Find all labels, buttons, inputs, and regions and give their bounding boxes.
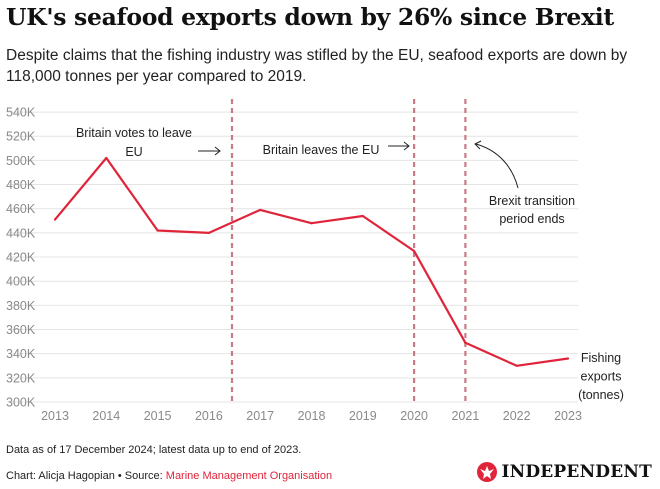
x-tick-label: 2021	[451, 409, 479, 423]
x-tick-label: 2018	[298, 409, 326, 423]
y-tick-label: 540K	[6, 106, 36, 120]
annotation-vote: Britain votes to leave	[76, 126, 192, 140]
x-tick-label: 2020	[400, 409, 428, 423]
y-tick-label: 440K	[6, 226, 36, 240]
y-tick-label: 360K	[6, 323, 36, 337]
annotation-arrow	[198, 146, 221, 156]
data-point	[105, 156, 108, 160]
series-line-fishing-exports	[54, 156, 569, 367]
y-tick-label: 320K	[6, 371, 36, 385]
source-link[interactable]: Marine Management Organisation	[165, 470, 333, 482]
annotation-vote: EU	[125, 145, 142, 159]
x-tick-label: 2019	[349, 409, 377, 423]
data-point	[566, 357, 570, 360]
credit-text: Chart: Alicja Hagopian • Source:	[6, 470, 166, 482]
eagle-icon	[477, 462, 498, 482]
x-tick-label: 2013	[41, 409, 69, 423]
data-point	[259, 208, 262, 212]
y-tick-label: 380K	[6, 299, 36, 313]
chart-credit: Chart: Alicja Hagopian • Source: Marine …	[6, 470, 332, 482]
y-tick-label: 500K	[6, 154, 36, 168]
y-tick-label: 460K	[6, 202, 36, 216]
data-point	[515, 364, 518, 367]
data-point	[207, 231, 210, 234]
x-tick-label: 2017	[246, 409, 274, 423]
annotation-transition: period ends	[499, 212, 564, 226]
series-label: (tonnes)	[578, 388, 624, 402]
annotation-arrow	[388, 141, 410, 151]
x-tick-label: 2015	[144, 409, 172, 423]
annotation-leave: Britain leaves the EU	[263, 143, 380, 157]
x-tick-label: 2023	[554, 409, 582, 423]
y-tick-label: 400K	[6, 275, 36, 289]
y-tick-label: 520K	[6, 130, 36, 144]
y-tick-label: 300K	[6, 396, 36, 410]
chart-title: UK's seafood exports down by 26% since B…	[6, 3, 614, 31]
data-point	[464, 341, 467, 344]
data-point	[413, 249, 416, 253]
data-point	[310, 222, 313, 225]
logo-wordmark: INDEPENDENT	[501, 462, 652, 482]
series-label: exports	[581, 370, 622, 384]
line-chart: 300K 320K 340K 360K 380K 400K 420K 440K 460K 480K…	[6, 99, 624, 423]
annotation-arrow	[474, 140, 519, 189]
y-tick-label: 420K	[6, 251, 36, 265]
data-point	[53, 218, 57, 221]
data-point	[361, 214, 364, 218]
x-tick-label: 2016	[195, 409, 223, 423]
annotation-transition: Brexit transition	[489, 194, 575, 208]
chart-subtitle: Despite claims that the fishing industry…	[6, 47, 628, 85]
data-note: Data as of 17 December 2024; latest data…	[6, 444, 302, 456]
x-tick-label: 2022	[503, 409, 531, 423]
y-tick-label: 480K	[6, 178, 36, 192]
x-tick-label: 2014	[92, 409, 120, 423]
y-tick-label: 340K	[6, 347, 36, 361]
data-point	[156, 229, 159, 232]
independent-logo: INDEPENDENT	[476, 461, 652, 483]
series-label: Fishing	[581, 351, 621, 365]
